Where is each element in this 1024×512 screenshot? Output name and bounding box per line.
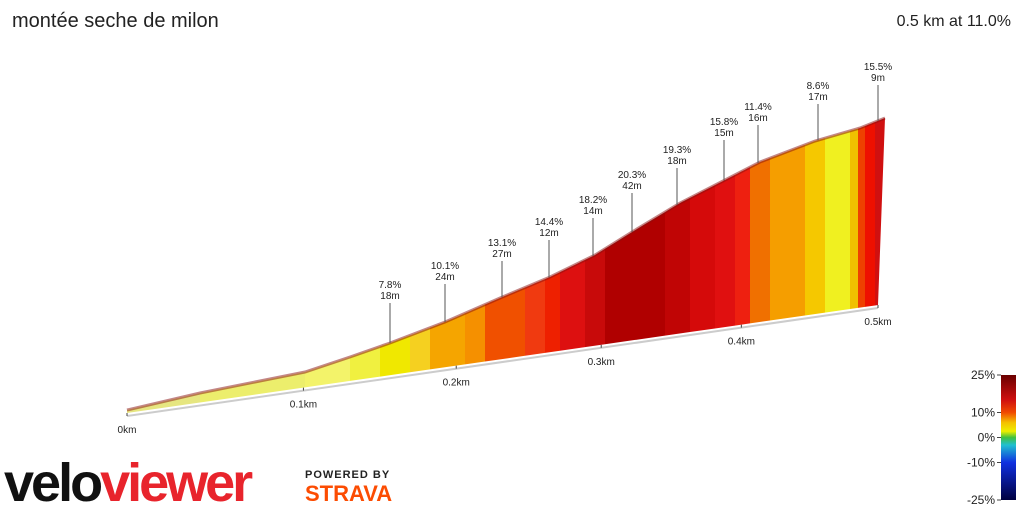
profile-band (465, 304, 485, 365)
length-label: 12m (539, 228, 558, 239)
profile-band (850, 128, 858, 310)
logo-viewer: viewer (100, 453, 253, 512)
annotations: 7.8%18m10.1%24m13.1%27m14.4%12m18.2%14m2… (379, 62, 892, 343)
profile-band (865, 122, 875, 307)
profile-band (690, 185, 715, 333)
length-label: 17m (808, 92, 827, 103)
x-tick-label: 0.1km (290, 400, 317, 411)
profile-band (715, 174, 735, 329)
grade-label: 7.8% (379, 280, 402, 291)
profile-band (200, 372, 305, 403)
profile-band (305, 357, 350, 388)
grade-label: 11.4% (744, 102, 772, 113)
distance-axis: 0km 0.1km 0.2km 0.3km 0.4km 0.5km (118, 305, 892, 436)
profile-band (805, 138, 825, 316)
grade-label: 19.3% (663, 145, 691, 156)
chart-subtitle: 0.5 km at 11.0% (897, 13, 1011, 30)
length-label: 42m (622, 181, 641, 192)
profile-band (545, 272, 560, 353)
profile-band (410, 327, 430, 373)
logo-velo: velo (4, 453, 101, 512)
profile (126, 116, 886, 417)
strava-logo: STRAVA (305, 481, 392, 506)
length-label: 18m (380, 291, 399, 302)
colorbar-tick-label: -25% (967, 493, 995, 507)
profile-band (665, 197, 690, 336)
profile-band (430, 313, 465, 370)
colorbar (1001, 375, 1016, 500)
profile-edge (126, 116, 886, 412)
profile-band (605, 212, 665, 345)
profile-band (875, 118, 885, 306)
grade-label: 14.4% (535, 217, 563, 228)
profile-band (560, 259, 585, 351)
colorbar-tick-label: 10% (971, 406, 995, 420)
x-tick-label: 0.2km (443, 378, 470, 389)
x-tick-label: 0.5km (864, 317, 891, 328)
length-label: 16m (748, 113, 767, 124)
profile-band (825, 130, 850, 313)
grade-label: 18.2% (579, 195, 607, 206)
grade-label: 10.1% (431, 261, 459, 272)
length-label: 18m (667, 156, 686, 167)
chart-title: montée seche de milon (12, 10, 219, 32)
colorbar-tick-label: -10% (967, 456, 995, 470)
grade-label: 20.3% (618, 170, 646, 181)
grade-label: 15.5% (864, 62, 892, 73)
x-tick-label: 0.4km (728, 337, 755, 348)
profile-band (485, 287, 525, 362)
grade-label: 13.1% (488, 238, 516, 249)
profile-band (770, 144, 805, 321)
length-label: 27m (492, 249, 511, 260)
profile-band (750, 158, 770, 324)
colorbar-tick-label: 0% (978, 431, 996, 445)
length-label: 9m (871, 73, 885, 84)
length-label: 15m (714, 128, 733, 139)
grade-label: 15.8% (710, 117, 738, 128)
x-tick-label: 0.3km (588, 357, 615, 368)
colorbar-tick-label: 25% (971, 368, 995, 382)
length-label: 14m (583, 206, 602, 217)
profile-band (585, 248, 605, 348)
profile-band (380, 335, 410, 377)
logo: veloviewer (4, 453, 253, 512)
baseline (126, 307, 879, 417)
powered-by: POWERED BY (305, 469, 390, 481)
grade-label: 8.6% (807, 81, 830, 92)
x-tick-label: 0km (118, 425, 137, 436)
profile-band (525, 279, 545, 356)
profile-band (858, 126, 865, 308)
profile-band (735, 167, 750, 326)
length-label: 24m (435, 272, 454, 283)
colorbar-ticks: 25% 10% 0% -10% -25% (967, 368, 1001, 507)
